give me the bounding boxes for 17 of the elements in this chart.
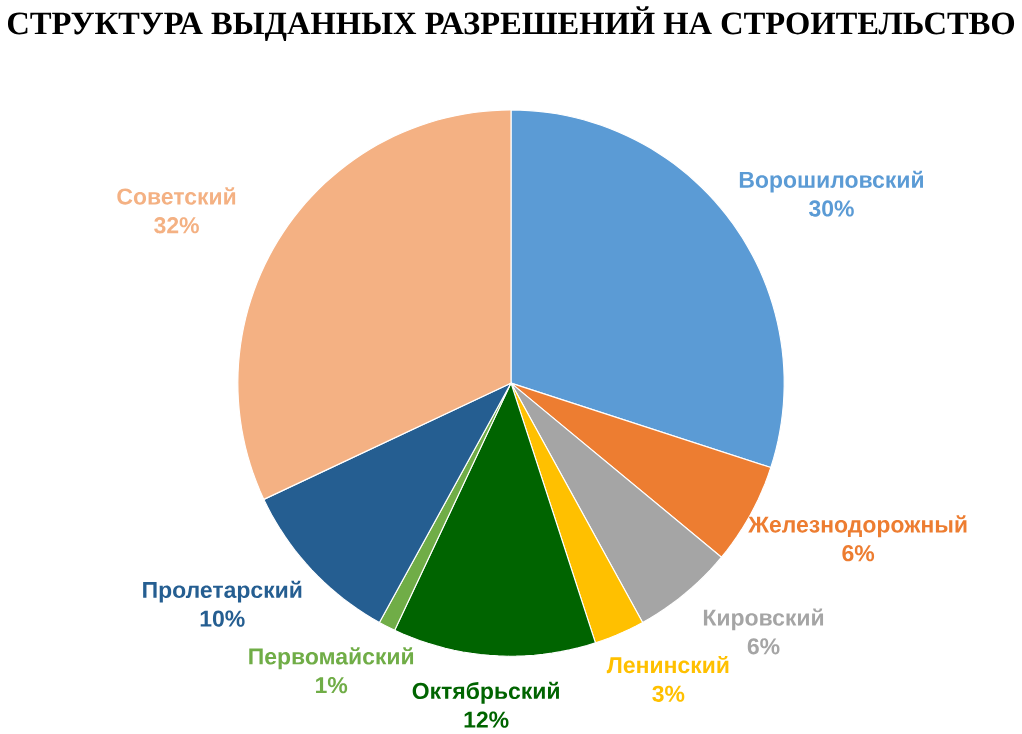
data-label: 6%: [842, 545, 875, 562]
data-label: 10%: [200, 610, 245, 627]
data-label: 32%: [154, 217, 199, 234]
slice-label: Советский: [117, 187, 236, 205]
chart-title: СТРУКТУРА ВЫДАННЫХ РАЗРЕШЕНИЙ НА СТРОИТЕЛЬСТВО: [7, 6, 1015, 41]
data-label: 30%: [809, 200, 854, 217]
slice-label: Ворошиловский: [739, 170, 923, 193]
data-label: 1%: [316, 677, 348, 694]
slice-label: Первомайский: [249, 647, 414, 670]
slice-label: Октябрьский: [412, 681, 559, 704]
data-label: 12%: [464, 711, 509, 728]
slice-label: Кировский: [703, 608, 824, 631]
slice-label: Ленинский: [606, 655, 729, 674]
slice-label: Пролетарский: [143, 580, 302, 603]
data-label: 3%: [652, 685, 685, 702]
slice-label: Железнодорожный: [748, 515, 967, 538]
data-label: 6%: [747, 638, 780, 655]
